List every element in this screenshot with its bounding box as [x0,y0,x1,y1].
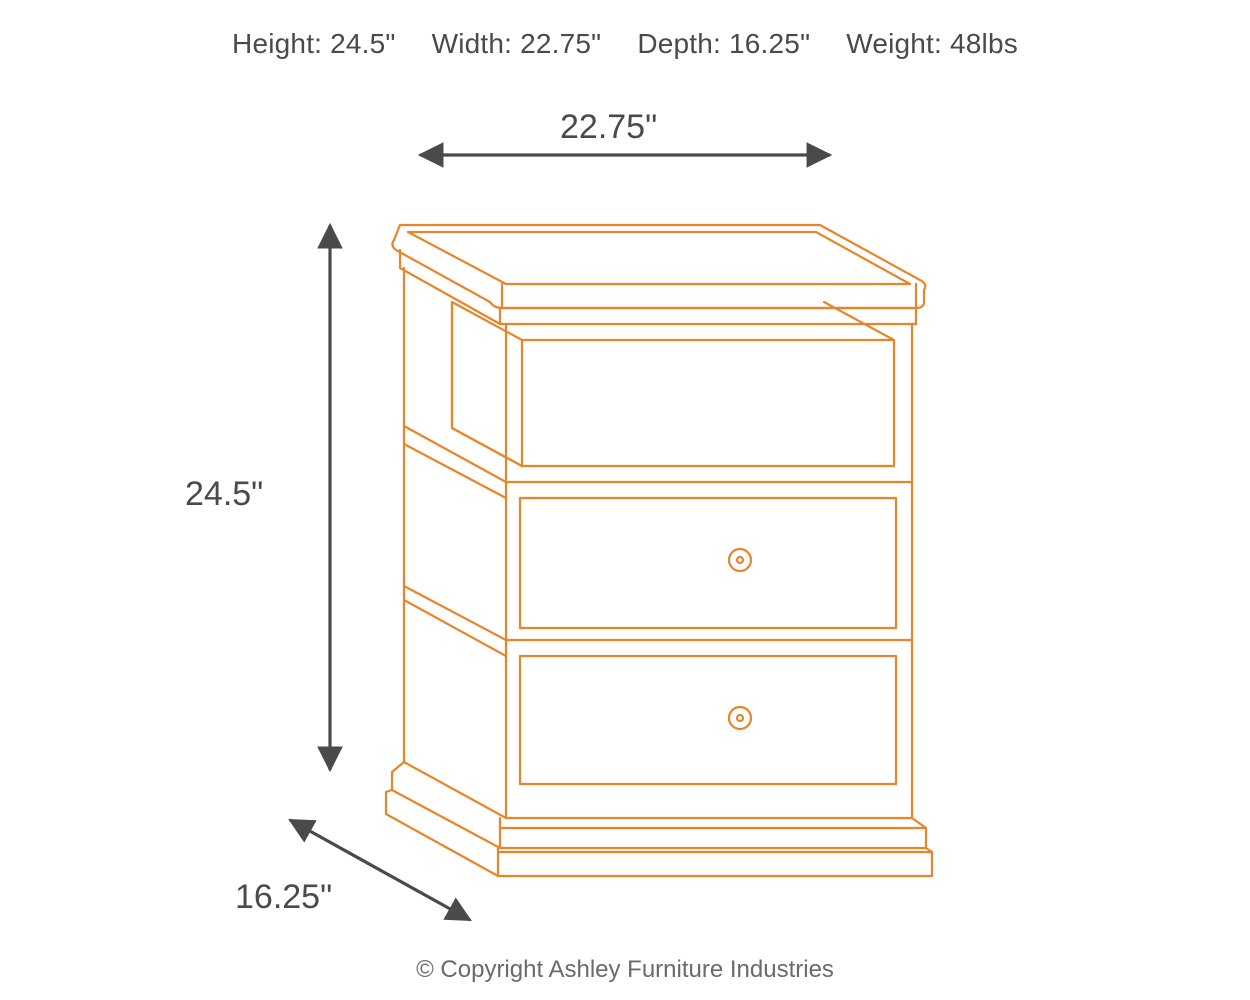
copyright-notice: © Copyright Ashley Furniture Industries [0,956,1250,984]
depth-arrow [290,820,470,920]
nightstand-lineart [386,225,932,876]
dimension-arrows [290,155,830,920]
furniture-diagram [0,0,1250,1000]
